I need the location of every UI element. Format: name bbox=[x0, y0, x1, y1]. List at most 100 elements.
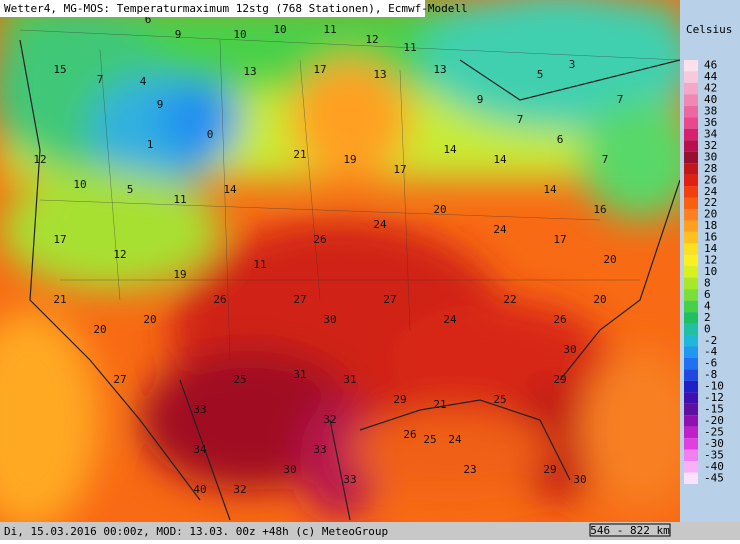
legend-label: 14 bbox=[704, 242, 718, 255]
borders bbox=[19, 29, 681, 361]
station-value: 20 bbox=[603, 253, 616, 266]
station-value: 40 bbox=[193, 483, 206, 496]
station-value: 11 bbox=[403, 41, 416, 54]
station-value: 12 bbox=[113, 248, 126, 261]
station-value: 34 bbox=[193, 443, 207, 456]
legend-label: 12 bbox=[704, 254, 717, 267]
legend-label: 6 bbox=[704, 288, 711, 301]
station-value: 29 bbox=[393, 393, 406, 406]
station-value: 12 bbox=[33, 153, 46, 166]
legend-label: 0 bbox=[704, 322, 711, 335]
legend-swatch bbox=[684, 426, 698, 439]
station-value: 6 bbox=[145, 13, 152, 26]
legend-swatch bbox=[684, 438, 698, 450]
station-value: 7 bbox=[617, 93, 624, 106]
legend-label: -30 bbox=[704, 437, 724, 450]
station-value: 24 bbox=[443, 313, 457, 326]
legend-swatch bbox=[684, 82, 698, 95]
station-value: 21 bbox=[53, 293, 66, 306]
station-value: 19 bbox=[173, 268, 186, 281]
legend-label: -6 bbox=[704, 357, 717, 370]
station-value: 33 bbox=[313, 443, 326, 456]
station-value: 20 bbox=[433, 203, 446, 216]
legend-swatch bbox=[684, 277, 698, 290]
station-value: 5 bbox=[127, 183, 134, 196]
legend-label: -20 bbox=[704, 414, 724, 427]
legend-label: 46 bbox=[704, 59, 717, 72]
station-value: 22 bbox=[503, 293, 516, 306]
legend-label: -12 bbox=[704, 391, 724, 404]
station-value: 17 bbox=[53, 233, 66, 246]
legend-swatch bbox=[684, 335, 698, 347]
legend-label: 8 bbox=[704, 276, 711, 289]
station-value: 17 bbox=[313, 63, 326, 76]
station-value: 24 bbox=[493, 223, 507, 236]
legend-label: 34 bbox=[704, 127, 718, 140]
station-value: 29 bbox=[553, 373, 566, 386]
station-value: 29 bbox=[543, 463, 556, 476]
legend-swatch bbox=[684, 220, 698, 232]
station-value: 11 bbox=[253, 258, 266, 271]
station-value: 21 bbox=[293, 148, 306, 161]
station-value: 10 bbox=[233, 28, 246, 41]
legend-swatch bbox=[684, 243, 698, 255]
legend-swatch bbox=[684, 186, 698, 198]
legend-swatch bbox=[684, 346, 698, 358]
legend-swatch bbox=[684, 94, 698, 106]
legend-swatch bbox=[684, 380, 698, 393]
legend-swatch bbox=[684, 323, 698, 336]
station-value: 32 bbox=[323, 413, 336, 426]
station-value: 13 bbox=[433, 63, 446, 76]
station-value: 3 bbox=[569, 58, 576, 71]
station-value: 31 bbox=[343, 373, 356, 386]
legend-swatch bbox=[684, 369, 698, 381]
legend-label: 28 bbox=[704, 162, 717, 175]
station-value: 30 bbox=[323, 313, 336, 326]
station-value: 15 bbox=[53, 63, 66, 76]
station-value: 13 bbox=[373, 68, 386, 81]
station-value: 27 bbox=[383, 293, 396, 306]
station-value: 33 bbox=[343, 473, 356, 486]
station-value: 27 bbox=[293, 293, 306, 306]
legend-swatch bbox=[684, 140, 698, 152]
legend-label: 2 bbox=[704, 311, 711, 324]
station-value: 11 bbox=[323, 23, 336, 36]
legend-label: 38 bbox=[704, 105, 717, 118]
station-value: 20 bbox=[593, 293, 606, 306]
station-value: 23 bbox=[463, 463, 476, 476]
station-value: 13 bbox=[243, 65, 256, 78]
station-value: 14 bbox=[493, 153, 507, 166]
station-value: 7 bbox=[602, 153, 609, 166]
station-value: 14 bbox=[443, 143, 457, 156]
legend-label: -15 bbox=[704, 403, 724, 416]
legend-swatch bbox=[684, 128, 698, 141]
legend-swatch bbox=[684, 197, 698, 209]
legend-swatch bbox=[684, 449, 698, 462]
legend-label: 20 bbox=[704, 208, 717, 221]
legend-label: 26 bbox=[704, 173, 717, 186]
legend-label: 18 bbox=[704, 219, 717, 232]
legend-label: -35 bbox=[704, 448, 724, 461]
coastline bbox=[19, 39, 681, 521]
station-value: 17 bbox=[393, 163, 406, 176]
station-value: 24 bbox=[373, 218, 387, 231]
legend-label: -25 bbox=[704, 425, 724, 438]
station-value: 32 bbox=[233, 483, 246, 496]
legend-swatch bbox=[684, 231, 698, 244]
station-value: 16 bbox=[593, 203, 606, 216]
footer-info: Di, 15.03.2016 00:00z, MOD: 13.03. 00z +… bbox=[4, 525, 388, 538]
station-value: 11 bbox=[173, 193, 186, 206]
station-value: 4 bbox=[140, 75, 147, 88]
legend-swatch bbox=[684, 472, 698, 484]
legend-label: 40 bbox=[704, 93, 717, 106]
station-value: 6 bbox=[557, 133, 564, 146]
scale-bar bbox=[589, 523, 671, 537]
legend-swatch bbox=[684, 105, 698, 118]
station-value: 20 bbox=[93, 323, 106, 336]
legend-label: -2 bbox=[704, 334, 717, 347]
legend-swatch bbox=[684, 163, 698, 175]
station-value: 25 bbox=[233, 373, 246, 386]
station-value: 26 bbox=[313, 233, 326, 246]
legend-swatch bbox=[684, 151, 698, 164]
